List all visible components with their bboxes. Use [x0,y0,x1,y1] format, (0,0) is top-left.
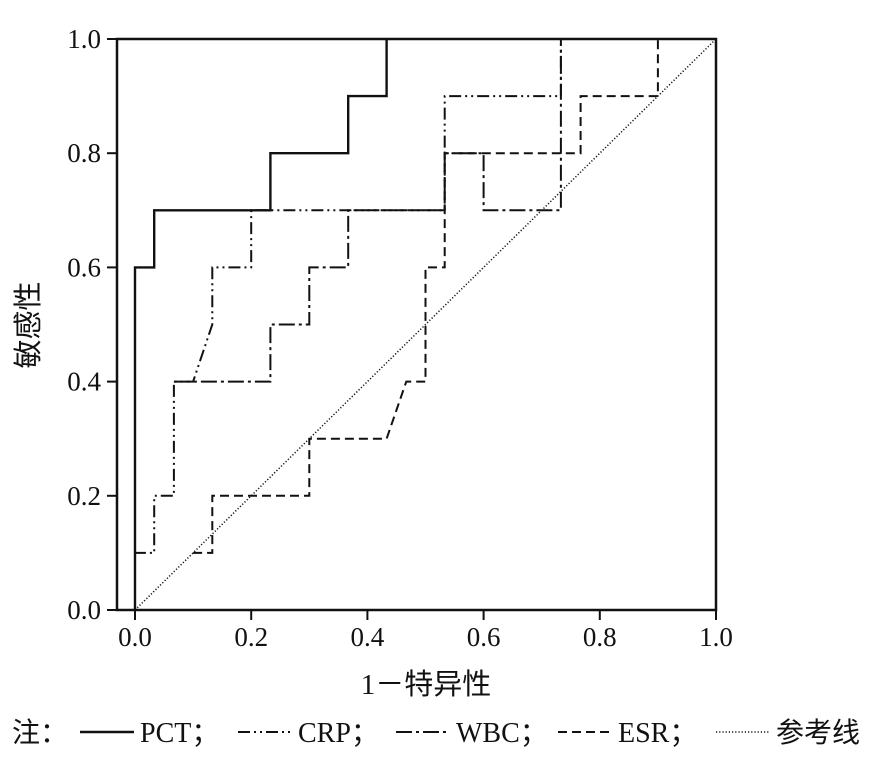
x-tick-label: 1.0 [699,622,733,652]
y-tick-label: 0.6 [67,252,101,282]
legend-label-crp: CRP； [298,718,379,749]
x-tick-label: 0.8 [583,622,617,652]
y-tick-label: 0.2 [67,481,101,511]
x-tick-label: 0.4 [351,622,385,652]
y-axis: 0.0 0.2 0.4 0.6 0.8 1.0 [67,24,117,625]
legend-label-参考线: 参考线 [776,717,860,749]
x-tick-label: 0.0 [118,622,152,652]
series-line-参考线 [134,38,717,611]
x-axis-title: 1－特异性 [361,668,492,701]
legend: 注： PCT； CRP； WBC； ESR； 参考线 [12,717,860,749]
series-line-wbc [173,39,562,383]
x-axis: 0.0 0.2 0.4 0.6 0.8 1.0 [118,610,733,652]
legend-label-esr: ESR； [618,718,697,749]
legend-label-pct: PCT； [140,718,219,749]
y-tick-label: 0.0 [67,595,101,625]
y-tick-label: 0.8 [67,138,101,168]
x-tick-label: 0.2 [234,622,268,652]
series-line-esr [193,39,659,554]
y-axis-title: 敏感性 [12,281,45,368]
plot-frame [115,37,718,612]
y-tick-label: 0.4 [67,367,101,397]
series-layer [133,38,717,611]
legend-prefix: 注： [12,717,68,749]
plot-area: 0.0 0.2 0.4 0.6 0.8 1.0 0.0 0.2 0.4 0.6 0.8 1.0 [67,24,733,652]
y-tick-label: 1.0 [67,24,101,54]
series-line-pct [133,39,388,610]
x-tick-label: 0.6 [467,622,501,652]
legend-label-wbc: WBC； [456,718,548,749]
